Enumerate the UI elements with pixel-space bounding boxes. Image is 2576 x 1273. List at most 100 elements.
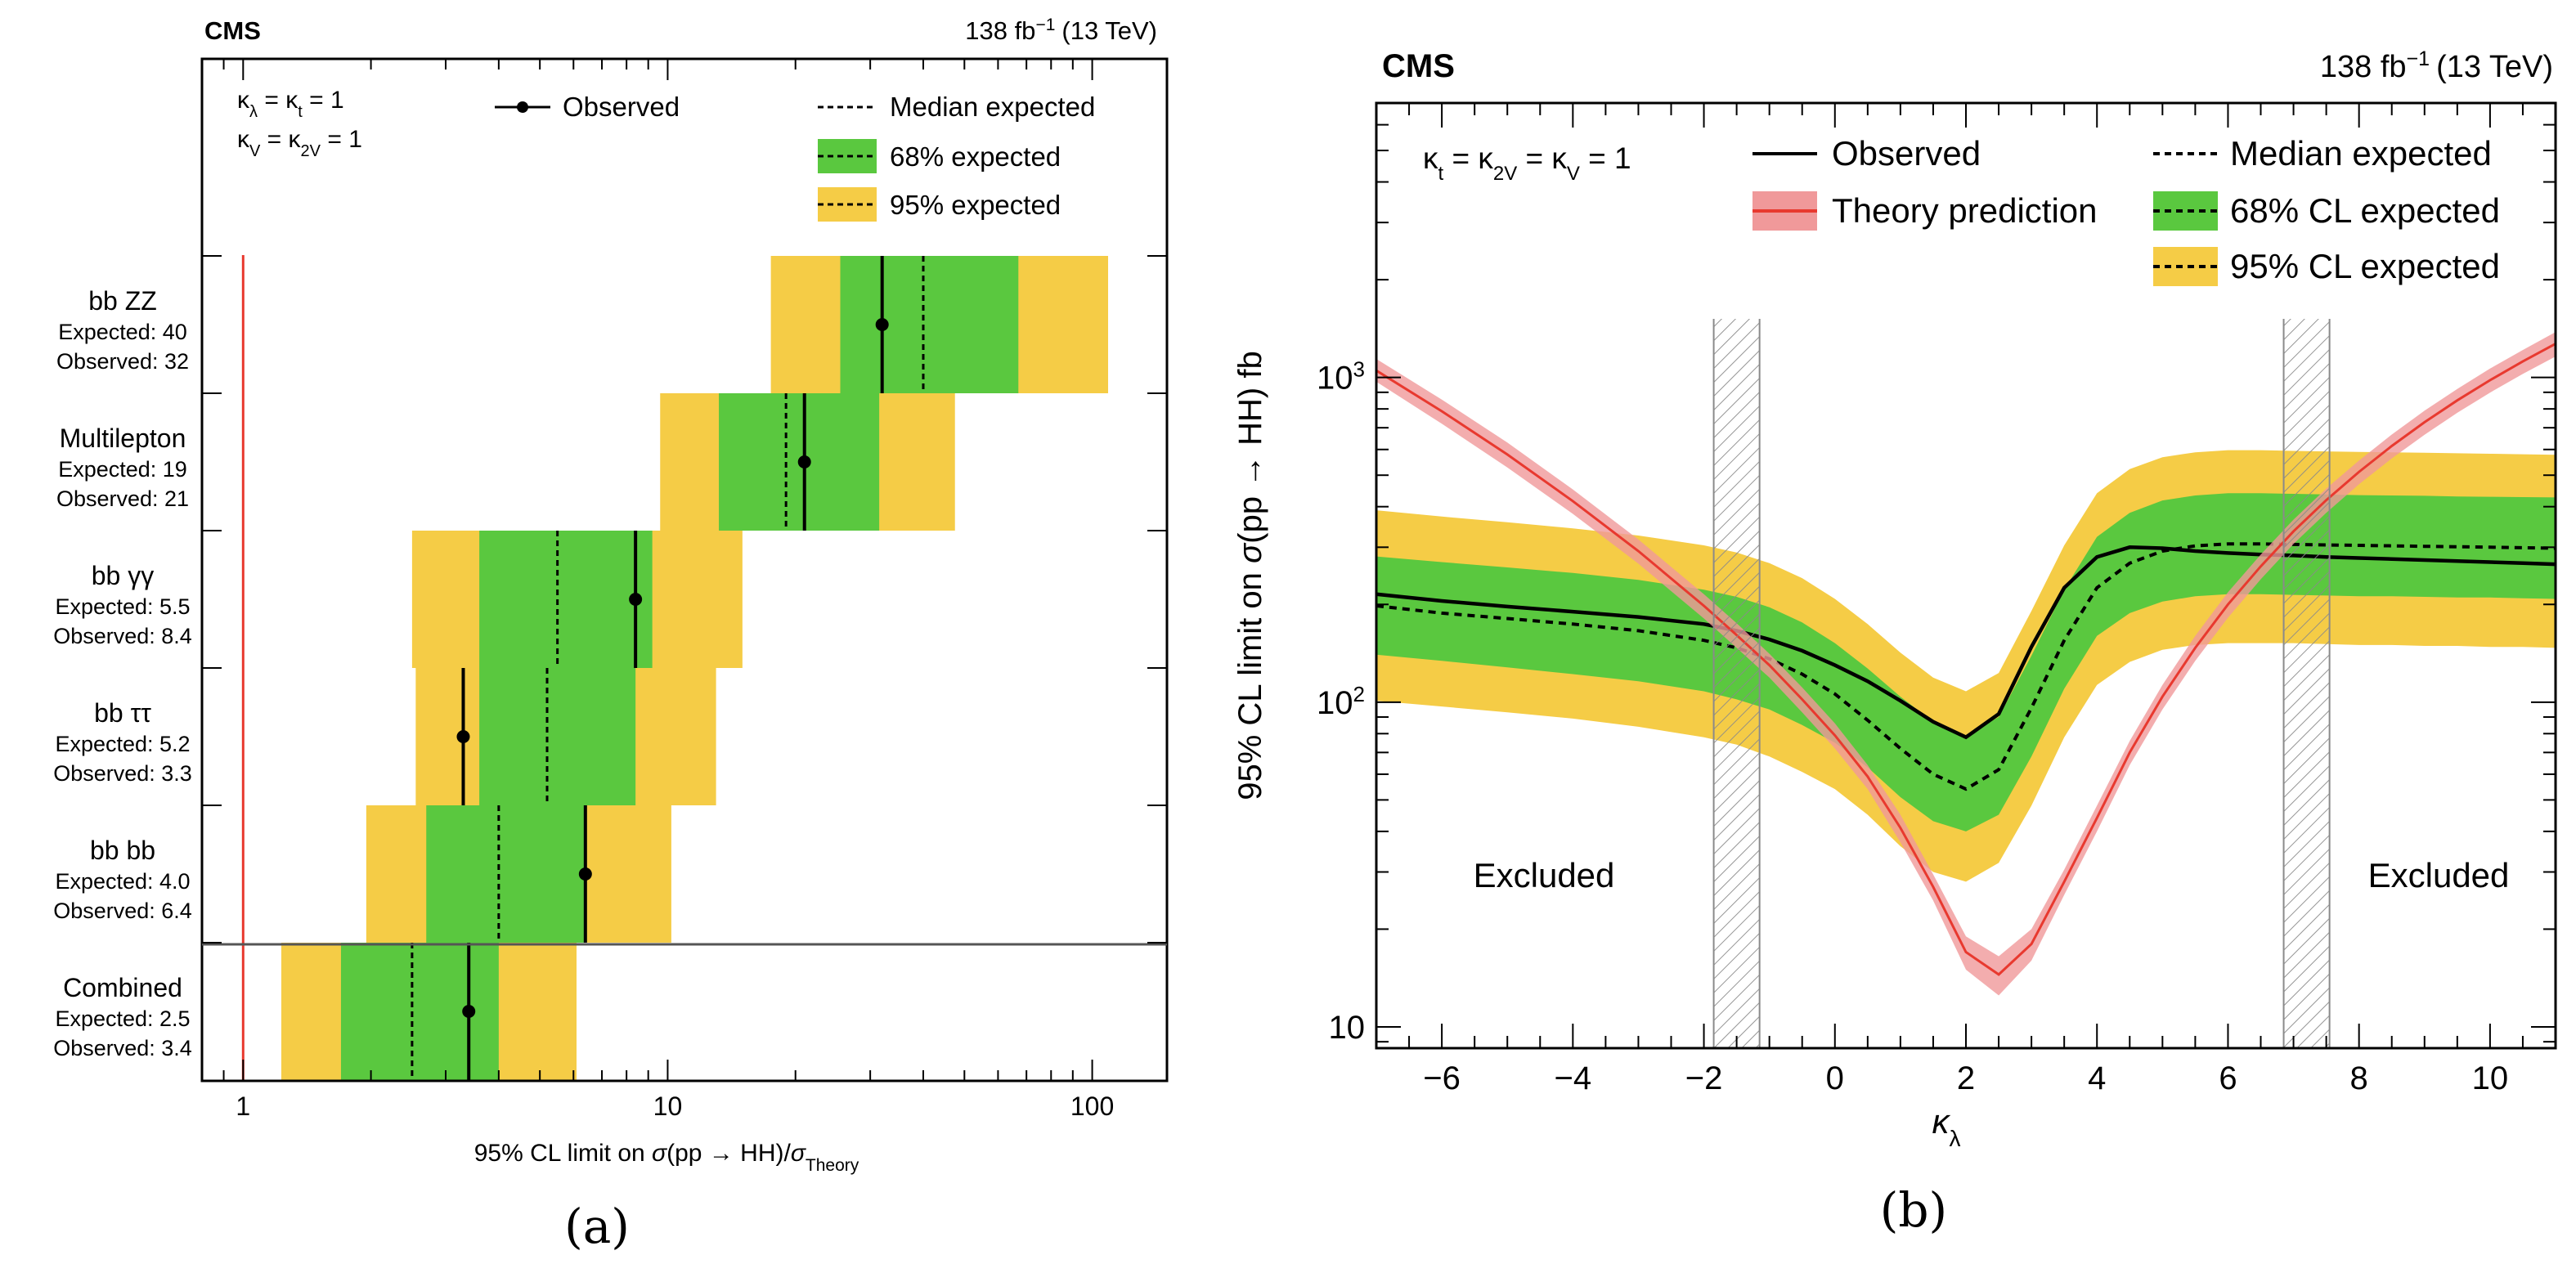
channel-expected-label: Expected: 2.5 <box>55 1006 190 1031</box>
legend-95-swatch <box>2153 247 2218 286</box>
ylabel-sigma: σ <box>1232 542 1268 563</box>
kappa-sub-2v: 2V <box>1493 163 1517 185</box>
y-tick-base: 10 <box>1317 685 1353 721</box>
observed-point <box>456 730 470 743</box>
xlabel-sub: Theory <box>806 1156 859 1175</box>
panel-a-axis: 1 10 100 <box>201 59 1167 1121</box>
kappa-sub-t: t <box>298 103 303 121</box>
kappa-sub-2v: 2V <box>301 142 321 160</box>
panel-a-lumi-main: 138 fb <box>965 16 1035 45</box>
panel-b-coupling: κt = κ2V = κV = 1 <box>1423 141 1631 185</box>
legend-68-label: 68% CL expected <box>2230 191 2500 230</box>
panel-a-lumi-exp: −1 <box>1035 16 1055 34</box>
coupling-eq2: = κ <box>1517 141 1567 175</box>
legend-theory-label: Theory prediction <box>1832 191 2098 230</box>
x-tick-label: 1 <box>236 1091 250 1121</box>
x-tick-label: 2 <box>1957 1060 1975 1096</box>
panel-b-frame <box>1375 101 2557 1050</box>
panel-b-lumi-label: 138 fb−1 (13 TeV) <box>2320 47 2553 84</box>
panel-a-frame <box>200 57 1169 1082</box>
legend-observed-dot <box>517 101 528 113</box>
channel-expected-label: Expected: 5.2 <box>55 732 190 756</box>
kappa-glyph: κ <box>237 87 250 114</box>
x-tick-label: −6 <box>1423 1060 1461 1096</box>
channel-expected-label: Expected: 40 <box>58 320 187 344</box>
xlabel-sigma: σ <box>652 1140 668 1167</box>
channel-observed-label: Observed: 3.4 <box>53 1036 192 1060</box>
legend-observed-label: Observed <box>1832 134 1981 173</box>
panel-b-legend: Observed Theory prediction Median expect… <box>1752 134 2500 286</box>
excluded-label-right: Excluded <box>2368 856 2510 894</box>
channel-name: bb bb <box>90 836 155 865</box>
legend-median-label: Median expected <box>890 92 1095 122</box>
channel-name: bb ZZ <box>88 286 157 316</box>
channel-expected-label: Expected: 19 <box>58 457 187 482</box>
x-tick-label: −4 <box>1555 1060 1592 1096</box>
channel-name: Combined <box>63 973 182 1002</box>
excluded-hatch-region <box>2283 319 2330 1048</box>
legend-68-label: 68% expected <box>890 141 1061 172</box>
panel-b: CMS 138 fb−1 (13 TeV) −6 −4 −2 0 2 4 6 8 10101021… <box>1232 47 2557 1238</box>
kappa-sub-lambda: λ <box>249 103 258 121</box>
y-tick-base: 10 <box>1329 1010 1366 1046</box>
band68-rect <box>479 531 653 668</box>
panel-b-plot-area <box>1376 319 2556 1048</box>
ylabel-post: (pp → HH) fb <box>1232 351 1268 544</box>
kappa-sub-v: V <box>1567 163 1580 185</box>
band68-rect <box>840 256 1019 393</box>
panel-b-lumi-exp: −1 <box>2407 47 2430 70</box>
panel-a-xlabel: 95% CL limit on σ(pp → HH)/σTheory <box>474 1140 859 1175</box>
coupling-eq: = κ <box>260 126 301 153</box>
panel-a-cms-label: CMS <box>204 16 261 45</box>
theory-curve <box>1376 343 2556 976</box>
xlabel-sigma2: σ <box>791 1140 807 1167</box>
panel-a-lumi-energy: (13 TeV) <box>1061 16 1157 45</box>
kappa-glyph: κ <box>237 126 250 153</box>
xlabel-kappa: κ <box>1932 1102 1951 1141</box>
legend-median-label: Median expected <box>2230 134 2492 173</box>
panel-b-lumi-main: 138 fb <box>2320 50 2407 84</box>
panel-b-xlabel: κλ <box>1932 1102 1961 1151</box>
x-tick-label: 10 <box>2472 1060 2509 1096</box>
coupling-val: = 1 <box>321 126 362 153</box>
observed-point <box>797 455 811 468</box>
legend-observed-label: Observed <box>563 92 680 122</box>
x-tick-label: 0 <box>1826 1060 1844 1096</box>
panel-a-coupling-line1: κλ = κt = 1 <box>237 87 344 121</box>
channel-observed-label: Observed: 8.4 <box>53 624 192 648</box>
coupling-eq: = κ <box>258 87 298 114</box>
panel-a-marks <box>411 256 925 1080</box>
panel-a-bands <box>280 256 1109 1080</box>
y-tick-base: 10 <box>1317 361 1353 397</box>
legend-95-label: 95% expected <box>890 190 1061 220</box>
panel-a-legend: Observed Median expected 68% expected 95… <box>495 92 1095 222</box>
channel-name: Multilepton <box>60 424 186 453</box>
channel-observed-label: Observed: 21 <box>56 486 189 511</box>
channel-observed-label: Observed: 32 <box>56 349 189 374</box>
expected-curve <box>1376 542 2556 791</box>
observed-point <box>629 593 643 606</box>
x-tick-label: −2 <box>1685 1060 1723 1096</box>
band68-rect <box>426 805 586 943</box>
channel-name: bb ττ <box>94 698 151 728</box>
xlabel-pre: 95% CL limit on <box>474 1140 652 1167</box>
y-tick-exponent: 2 <box>1353 682 1365 706</box>
x-tick-label: 8 <box>2350 1060 2368 1096</box>
panel-b-cms-label: CMS <box>1382 48 1455 84</box>
caption-b: (b) <box>1880 1182 1947 1238</box>
observed-curve <box>1376 545 2556 740</box>
kappa-sub-t: t <box>1438 163 1444 185</box>
panel-a-lumi-label: 138 fb−1 (13 TeV) <box>965 16 1157 46</box>
legend-68-swatch <box>2153 191 2218 231</box>
legend-95-label: 95% CL expected <box>2230 247 2500 285</box>
ylabel-pre: 95% CL limit on <box>1232 563 1268 800</box>
panel-a-channel-labels: bb ZZ Expected: 40 Observed: 32 Multilepton… <box>53 286 192 1060</box>
y-tick-label: 10 <box>1329 1010 1366 1046</box>
panel-b-lumi-energy: (13 TeV) <box>2436 50 2553 84</box>
channel-expected-label: Expected: 5.5 <box>55 594 190 619</box>
caption-a: (a) <box>564 1199 630 1254</box>
observed-point <box>578 867 592 881</box>
xlabel-lambda: λ <box>1950 1126 1961 1151</box>
